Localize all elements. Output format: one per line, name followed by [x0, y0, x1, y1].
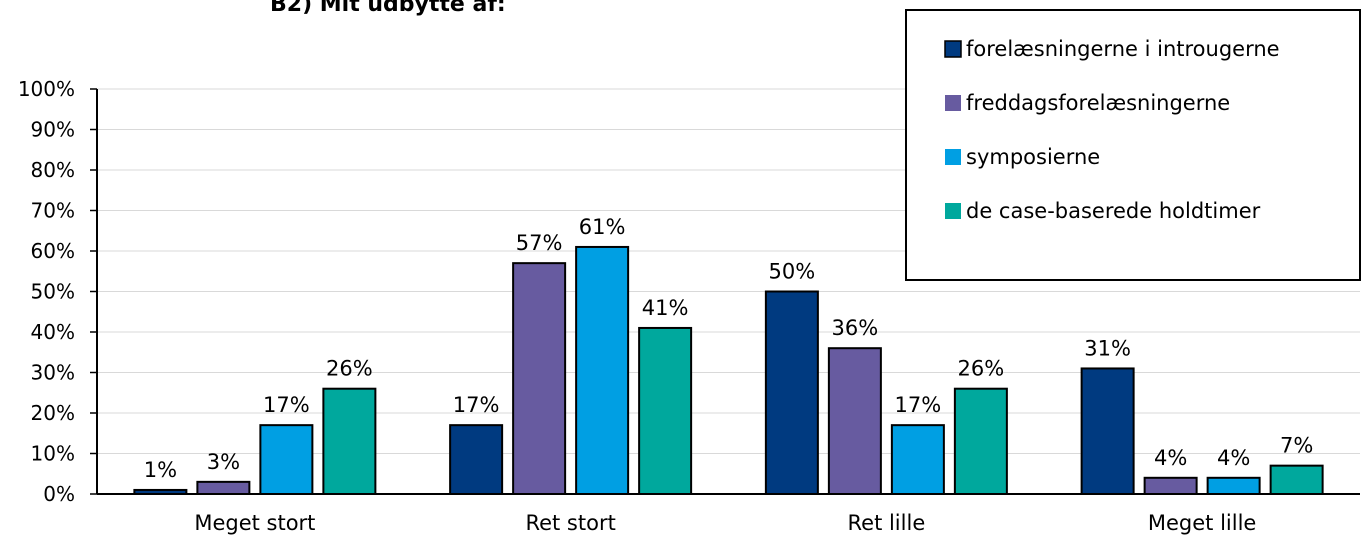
bar [322, 387, 377, 496]
bar [1080, 367, 1135, 496]
legend-swatch [945, 95, 961, 111]
data-label: 4% [1217, 446, 1250, 470]
data-label: 4% [1154, 446, 1187, 470]
legend-label: symposierne [966, 145, 1100, 169]
data-label: 26% [326, 357, 373, 381]
bar [764, 290, 819, 495]
bar [512, 262, 567, 495]
bar [638, 326, 693, 496]
bar [1143, 476, 1198, 495]
bar [1269, 464, 1324, 495]
data-label: 17% [453, 393, 500, 417]
chart-title: B2) Mit udbytte af: [270, 0, 506, 17]
data-label: 17% [895, 393, 942, 417]
legend-label: de case-baserede holdtimer [966, 199, 1261, 223]
x-category-label: Ret lille [848, 511, 926, 535]
x-category-label: Meget stort [194, 511, 315, 535]
y-tick-label: 50% [31, 280, 75, 304]
data-label: 57% [516, 231, 563, 255]
legend: forelæsningerne i introugerne freddagsfor… [905, 9, 1361, 281]
data-label: 26% [958, 357, 1005, 381]
y-tick-label: 100% [18, 77, 75, 101]
x-category-label: Meget lille [1148, 511, 1256, 535]
category-labels: Meget stort Ret stort Ret lille Meget lille [194, 511, 1256, 535]
data-label: 7% [1280, 434, 1313, 458]
legend-swatch [945, 149, 961, 165]
data-label: 41% [642, 296, 689, 320]
y-tick-label: 70% [31, 199, 75, 223]
legend-swatch [945, 203, 961, 219]
bar [133, 488, 188, 496]
bar [890, 424, 945, 495]
data-label: 50% [769, 260, 816, 284]
y-tick-label: 40% [31, 320, 75, 344]
bar [827, 347, 882, 496]
axes: 0% 10% 20% 30% 40% 50% 60% 70% 80% 90% 100% [18, 77, 1360, 506]
bar [953, 387, 1008, 496]
data-label: 3% [207, 450, 240, 474]
data-label: 17% [263, 393, 310, 417]
data-label: 36% [832, 316, 879, 340]
y-tick-label: 60% [31, 239, 75, 263]
y-tick-label: 0% [43, 482, 75, 506]
y-tick-label: 90% [31, 118, 75, 142]
y-tick-label: 30% [31, 361, 75, 385]
y-tick-label: 20% [31, 401, 75, 425]
legend-label: freddagsforelæsningerne [966, 91, 1230, 115]
bar [259, 424, 314, 495]
bar [1206, 476, 1261, 495]
bars [133, 245, 1324, 496]
legend-label: forelæsningerne i introugerne [966, 37, 1280, 61]
data-labels: 1% 3% 17% 26% 17% 57% 61% 41% 50% 36% 17% 26% 31% 4% 4… [144, 215, 1314, 482]
y-tick-label: 10% [31, 442, 75, 466]
x-category-label: Ret stort [525, 511, 615, 535]
bar [449, 424, 504, 495]
bar [575, 245, 630, 495]
y-tick-label: 80% [31, 158, 75, 182]
data-label: 61% [579, 215, 626, 239]
legend-box [905, 9, 1361, 281]
legend-swatch [944, 40, 962, 58]
data-label: 1% [144, 458, 177, 482]
bar [196, 480, 251, 496]
data-label: 31% [1084, 336, 1131, 360]
